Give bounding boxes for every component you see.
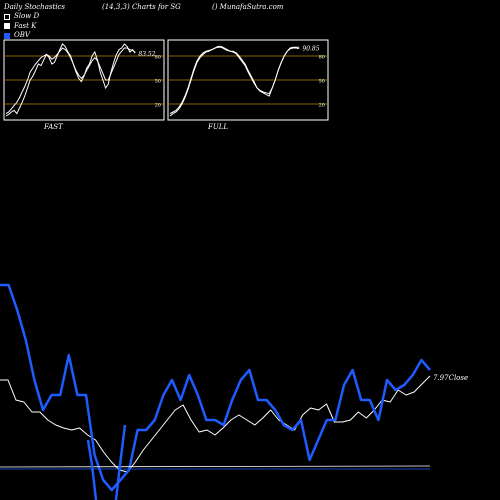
fast-level-label-80: 80 [155, 55, 161, 61]
legend-swatch-fast-k [4, 23, 10, 30]
obv-dip-left [86, 439, 98, 500]
fast-level-label-20: 20 [155, 103, 161, 109]
obv-line [0, 283, 431, 492]
full-panel-title: FULL [207, 123, 228, 131]
legend: Slow D Fast K OBV [4, 12, 39, 41]
price-line [0, 375, 431, 473]
fast-panel-title: FAST [43, 123, 64, 131]
fast-series-line-2 [5, 47, 136, 115]
obv-dip-right [114, 424, 127, 500]
fast-series-line-1 [5, 43, 136, 117]
legend-label-obv: OBV [14, 31, 30, 39]
chart-params: (14,3,3) Charts for SG [102, 3, 181, 11]
full-level-label-50: 50 [319, 79, 325, 85]
legend-swatch-obv [4, 32, 10, 39]
legend-item-fast-k: Fast K [4, 22, 39, 32]
legend-item-slow-d: Slow D [4, 12, 39, 22]
full-level-label-80: 80 [319, 55, 325, 61]
legend-label-fast-k: Fast K [14, 21, 37, 30]
baseline-line-1 [0, 465, 431, 468]
fast-last-value-label: 83.52 [138, 51, 155, 58]
price-close-label: 7.97Close [433, 374, 468, 382]
fast-level-label-50: 50 [155, 79, 161, 85]
full-level-label-20: 20 [319, 103, 325, 109]
full-series-line-1 [169, 45, 300, 117]
legend-swatch-slow-d [4, 13, 10, 20]
full-series-line-2 [169, 46, 300, 115]
chart-title: Daily Stochastics [4, 3, 66, 11]
full-last-value-label: 90.85 [302, 45, 319, 52]
legend-item-obv: OBV [4, 31, 39, 41]
site-credit: () MunafaSutra.com [212, 3, 284, 11]
legend-label-slow-d: Slow D [14, 12, 40, 20]
